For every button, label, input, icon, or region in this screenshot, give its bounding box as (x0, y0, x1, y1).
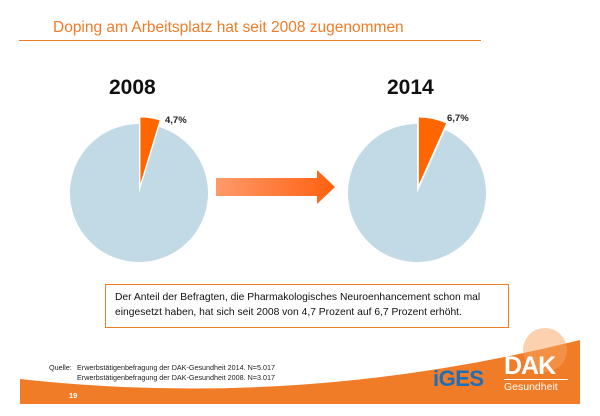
pie-chart-2014 (348, 116, 487, 262)
iges-logo: iGES (433, 366, 484, 391)
pie-chart-2008 (69, 116, 208, 262)
callout-line-2: eingesetzt haben, hat sich seit 2008 von… (115, 306, 462, 318)
dak-logo-subtext: Gesundheit (504, 379, 568, 393)
page-number: 19 (69, 391, 78, 400)
pie-slice-highlight (139, 116, 161, 187)
source-line-2: Erwerbstätigenbefragung der DAK-Gesundhe… (77, 372, 275, 382)
footer-band (20, 340, 580, 404)
source-label: Quelle: (49, 363, 72, 372)
callout-box: Der Anteil der Befragten, die Pharmakolo… (105, 284, 509, 328)
chart-title-2008: 2008 (109, 76, 156, 99)
source-line-1: Erwerbstätigenbefragung der DAK-Gesundhe… (77, 363, 275, 372)
dak-logo: DAK Gesundheit (504, 352, 568, 393)
chart-title-2014: 2014 (387, 76, 434, 99)
callout-line-1: Der Anteil der Befragten, die Pharmakolo… (115, 292, 481, 303)
title-underline (19, 40, 481, 41)
pie-slice-highlight (418, 116, 448, 187)
slide-title: Doping am Arbeitsplatz hat seit 2008 zug… (53, 19, 404, 36)
right-arrow-icon (216, 170, 335, 204)
data-label-2014: 6,7% (447, 113, 469, 124)
pie-slice-rest (348, 124, 487, 262)
pie-slice-rest (69, 124, 208, 262)
data-label-2008: 4,7% (165, 115, 187, 126)
dak-logo-text: DAK (504, 352, 556, 380)
